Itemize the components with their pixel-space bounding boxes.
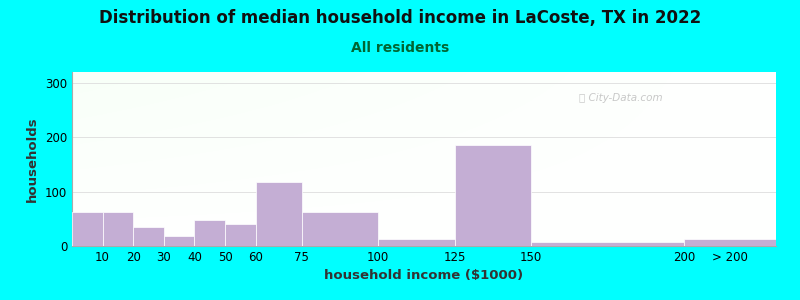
Bar xyxy=(225,224,256,246)
Bar xyxy=(194,220,225,246)
Text: ⓘ City-Data.com: ⓘ City-Data.com xyxy=(579,93,662,103)
Text: All residents: All residents xyxy=(351,40,449,55)
Bar xyxy=(531,242,684,246)
Bar xyxy=(134,227,164,246)
Bar xyxy=(256,182,302,246)
Bar xyxy=(164,236,194,246)
Bar xyxy=(454,146,531,246)
Bar xyxy=(378,239,454,246)
Y-axis label: households: households xyxy=(26,116,39,202)
X-axis label: household income ($1000): household income ($1000) xyxy=(325,269,523,282)
Bar xyxy=(102,212,134,246)
Bar xyxy=(684,239,776,246)
Bar xyxy=(302,212,378,246)
Text: Distribution of median household income in LaCoste, TX in 2022: Distribution of median household income … xyxy=(99,9,701,27)
Bar xyxy=(72,212,102,246)
